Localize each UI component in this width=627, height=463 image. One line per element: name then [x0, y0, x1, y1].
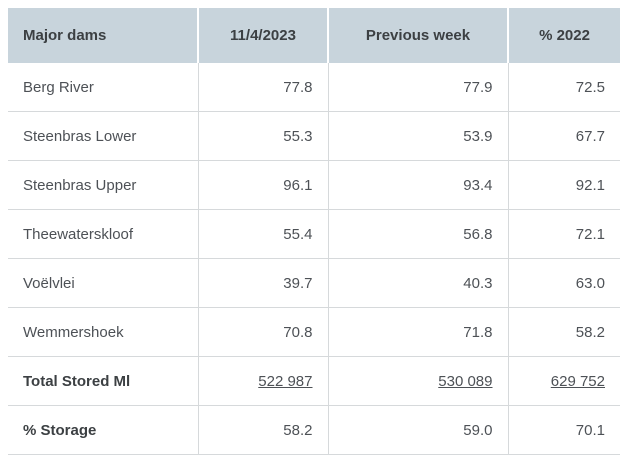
dam-name: Theewaterskloof — [8, 209, 198, 259]
pct-storage-current: 58.2 — [197, 405, 328, 455]
table-row-wemmershoek: Wemmershoek 70.8 71.8 58.2 — [8, 307, 620, 357]
column-header-previous-week: Previous week — [327, 8, 508, 63]
current-value: 96.1 — [197, 160, 328, 210]
current-value: 70.8 — [197, 307, 328, 357]
pct-2022-value: 63.0 — [507, 258, 620, 308]
dam-name: Wemmershoek — [8, 307, 198, 357]
pct-2022-value: 58.2 — [507, 307, 620, 357]
table-row-theewaterskloof: Theewaterskloof 55.4 56.8 72.1 — [8, 209, 620, 259]
column-header-major-dams: Major dams — [8, 8, 198, 63]
current-value: 55.4 — [197, 209, 328, 259]
table-row-total-stored: Total Stored Ml 522 987 530 089 629 752 — [8, 356, 620, 406]
previous-week-value: 56.8 — [327, 209, 508, 259]
total-stored-label: Total Stored Ml — [8, 356, 198, 406]
table-row-steenbras-lower: Steenbras Lower 55.3 53.9 67.7 — [8, 111, 620, 161]
total-stored-previous-week: 530 089 — [327, 356, 508, 406]
previous-week-value: 93.4 — [327, 160, 508, 210]
previous-week-value: 71.8 — [327, 307, 508, 357]
table-row-voelvlei: Voëlvlei 39.7 40.3 63.0 — [8, 258, 620, 308]
pct-2022-value: 92.1 — [507, 160, 620, 210]
pct-storage-previous-week: 59.0 — [327, 405, 508, 455]
pct-2022-value: 72.5 — [507, 63, 620, 112]
current-value: 39.7 — [197, 258, 328, 308]
dam-name: Berg River — [8, 63, 198, 112]
dam-name: Steenbras Upper — [8, 160, 198, 210]
previous-week-value: 77.9 — [327, 63, 508, 112]
total-stored-current: 522 987 — [197, 356, 328, 406]
table-row-pct-storage: % Storage 58.2 59.0 70.1 — [8, 405, 620, 455]
current-value: 77.8 — [197, 63, 328, 112]
table-row-berg-river: Berg River 77.8 77.9 72.5 — [8, 63, 620, 112]
previous-week-value: 40.3 — [327, 258, 508, 308]
pct-storage-label: % Storage — [8, 405, 198, 455]
current-value: 55.3 — [197, 111, 328, 161]
previous-week-value: 53.9 — [327, 111, 508, 161]
pct-2022-value: 72.1 — [507, 209, 620, 259]
dam-name: Steenbras Lower — [8, 111, 198, 161]
pct-2022-value: 67.7 — [507, 111, 620, 161]
column-header-current-date: 11/4/2023 — [197, 8, 328, 63]
header-row: Major dams 11/4/2023 Previous week % 202… — [8, 8, 620, 63]
dam-levels-table: Major dams 11/4/2023 Previous week % 202… — [8, 8, 620, 455]
table-row-steenbras-upper: Steenbras Upper 96.1 93.4 92.1 — [8, 160, 620, 210]
total-stored-pct-2022: 629 752 — [507, 356, 620, 406]
column-header-pct-2022: % 2022 — [507, 8, 620, 63]
dam-name: Voëlvlei — [8, 258, 198, 308]
table-body: Berg River 77.8 77.9 72.5 Steenbras Lowe… — [8, 63, 620, 455]
table-header: Major dams 11/4/2023 Previous week % 202… — [8, 8, 620, 63]
pct-storage-pct-2022: 70.1 — [507, 405, 620, 455]
